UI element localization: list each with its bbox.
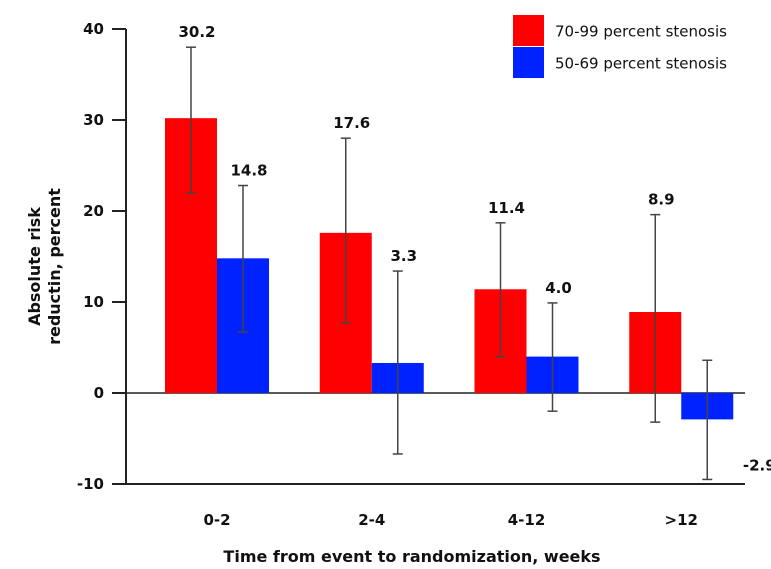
data-label: 17.6 <box>333 114 370 132</box>
legend-label: 70-99 percent stenosis <box>555 23 727 41</box>
error-bar <box>702 359 713 481</box>
error-bar <box>340 137 351 324</box>
legend-swatch <box>513 15 544 46</box>
y-tick-label: -10 <box>77 475 104 493</box>
error-bars <box>186 46 713 481</box>
error-bar <box>238 184 248 333</box>
x-tick-label: >12 <box>665 511 698 529</box>
data-label: 30.2 <box>178 23 215 41</box>
x-axis-title: Time from event to randomization, weeks <box>223 547 600 566</box>
data-labels: 30.2 17.6 11.4 8.9 14.8 3.3 4.0 -2.9 <box>178 23 771 474</box>
legend: 70-99 percent stenosis 50-69 percent sten… <box>513 15 727 78</box>
y-tick-label: 20 <box>83 202 104 220</box>
data-label: 14.8 <box>230 162 267 180</box>
legend-item-0: 70-99 percent stenosis <box>513 15 727 46</box>
y-tick-label: 0 <box>94 384 104 402</box>
y-tick-label: 30 <box>83 111 104 129</box>
x-tick-label: 4-12 <box>508 511 546 529</box>
legend-swatch <box>513 47 544 78</box>
error-bar <box>392 270 403 455</box>
legend-item-1: 50-69 percent stenosis <box>513 47 727 78</box>
data-label: 3.3 <box>390 247 417 265</box>
y-tick-label: 10 <box>83 293 104 311</box>
data-label: 11.4 <box>488 199 525 217</box>
data-label: 4.0 <box>545 279 572 297</box>
y-axis-title: Absolute riskreductin, percent <box>25 188 64 345</box>
legend-label: 50-69 percent stenosis <box>555 55 727 73</box>
data-label: 8.9 <box>648 191 675 209</box>
error-bar <box>650 213 661 423</box>
y-tick-label: 40 <box>83 20 104 38</box>
x-tick-label: 2-4 <box>358 511 385 529</box>
error-bar <box>547 302 558 412</box>
error-bar <box>495 222 506 358</box>
axes: -10 0 10 20 30 40 0-2 2-4 4-12 >12 Time from event… <box>25 20 745 566</box>
data-label: -2.9 <box>743 456 771 474</box>
error-bar <box>186 46 196 194</box>
x-tick-label: 0-2 <box>203 511 230 529</box>
